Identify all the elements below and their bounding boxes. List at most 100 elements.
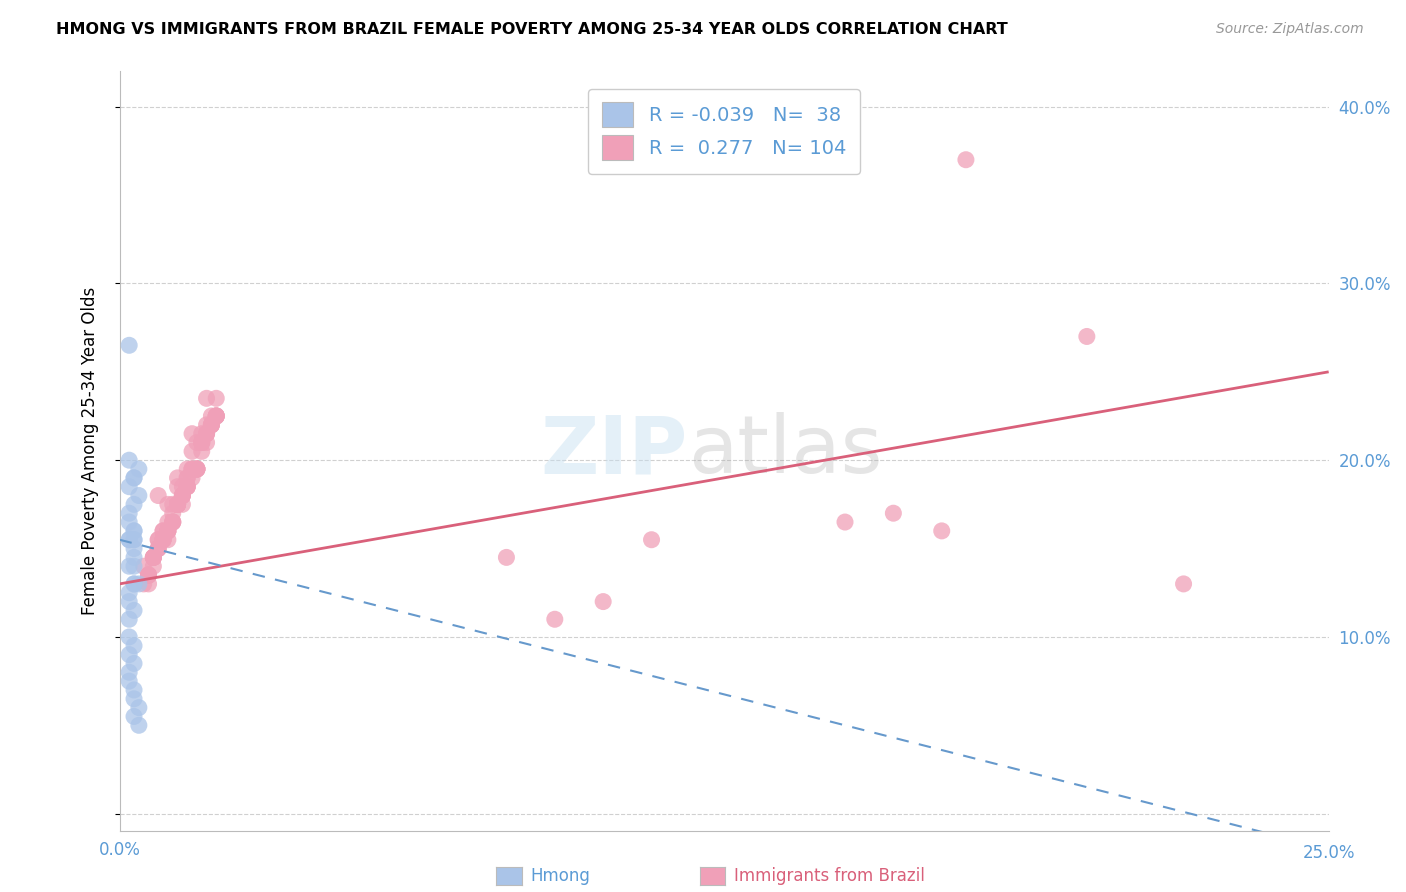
Point [162, 515, 184, 529]
Text: atlas: atlas [688, 412, 882, 491]
Point [118, 533, 141, 547]
Point [118, 506, 141, 520]
Point [142, 550, 165, 565]
Point [186, 462, 208, 476]
Point [186, 462, 208, 476]
Point [122, 497, 145, 511]
Point [200, 417, 222, 432]
Point [152, 533, 174, 547]
Point [172, 480, 194, 494]
Point [544, 612, 567, 626]
Point [148, 533, 170, 547]
Point [186, 462, 208, 476]
Point [152, 524, 174, 538]
Point [640, 533, 662, 547]
Point [122, 533, 145, 547]
Point [181, 444, 204, 458]
Point [118, 480, 141, 494]
Point [166, 497, 188, 511]
Point [176, 480, 198, 494]
Point [166, 497, 188, 511]
Point [128, 489, 150, 503]
Point [118, 665, 141, 680]
Point [142, 550, 165, 565]
Point [118, 674, 141, 689]
Y-axis label: Female Poverty Among 25-34 Year Olds: Female Poverty Among 25-34 Year Olds [80, 287, 98, 615]
Point [122, 657, 145, 671]
Point [200, 417, 222, 432]
Text: Hmong: Hmong [530, 867, 591, 885]
Point [176, 480, 198, 494]
Point [186, 462, 208, 476]
Point [592, 594, 614, 608]
Point [118, 453, 141, 467]
Point [152, 533, 174, 547]
Point [122, 709, 145, 723]
Point [122, 524, 145, 538]
Point [156, 524, 179, 538]
Point [172, 489, 194, 503]
Point [205, 409, 228, 423]
Point [834, 515, 856, 529]
Point [931, 524, 953, 538]
Point [955, 153, 977, 167]
Point [162, 515, 184, 529]
Point [138, 568, 160, 582]
Point [176, 480, 198, 494]
Point [122, 639, 145, 653]
Point [128, 718, 150, 732]
Point [138, 568, 160, 582]
Point [190, 444, 212, 458]
Point [138, 568, 160, 582]
Point [118, 648, 141, 662]
Point [162, 515, 184, 529]
Point [122, 577, 145, 591]
Point [186, 462, 208, 476]
Point [148, 541, 170, 556]
Point [142, 550, 165, 565]
Point [205, 409, 228, 423]
Point [181, 462, 204, 476]
Point [181, 462, 204, 476]
Point [122, 533, 145, 547]
Text: HMONG VS IMMIGRANTS FROM BRAZIL FEMALE POVERTY AMONG 25-34 YEAR OLDS CORRELATION: HMONG VS IMMIGRANTS FROM BRAZIL FEMALE P… [56, 22, 1008, 37]
Point [122, 577, 145, 591]
Point [118, 594, 141, 608]
Point [200, 409, 222, 423]
Point [205, 409, 228, 423]
Point [176, 471, 198, 485]
Point [176, 462, 198, 476]
Point [195, 426, 218, 441]
Point [148, 541, 170, 556]
Point [142, 550, 165, 565]
Point [138, 577, 160, 591]
Point [122, 524, 145, 538]
Point [200, 417, 222, 432]
Point [176, 480, 198, 494]
Point [190, 426, 212, 441]
Point [166, 497, 188, 511]
Text: 25.0%: 25.0% [1302, 844, 1355, 863]
Text: ZIP: ZIP [540, 412, 688, 491]
Point [162, 506, 184, 520]
Point [118, 630, 141, 644]
Point [132, 577, 155, 591]
Point [142, 559, 165, 574]
Point [181, 462, 204, 476]
Point [132, 559, 155, 574]
Point [190, 435, 212, 450]
Point [122, 691, 145, 706]
Point [166, 497, 188, 511]
Point [128, 700, 150, 714]
Point [138, 568, 160, 582]
Point [205, 392, 228, 406]
Point [156, 524, 179, 538]
Point [172, 489, 194, 503]
Point [172, 489, 194, 503]
Point [118, 559, 141, 574]
Point [195, 392, 218, 406]
Point [166, 480, 188, 494]
Point [205, 409, 228, 423]
Point [118, 533, 141, 547]
Point [186, 435, 208, 450]
